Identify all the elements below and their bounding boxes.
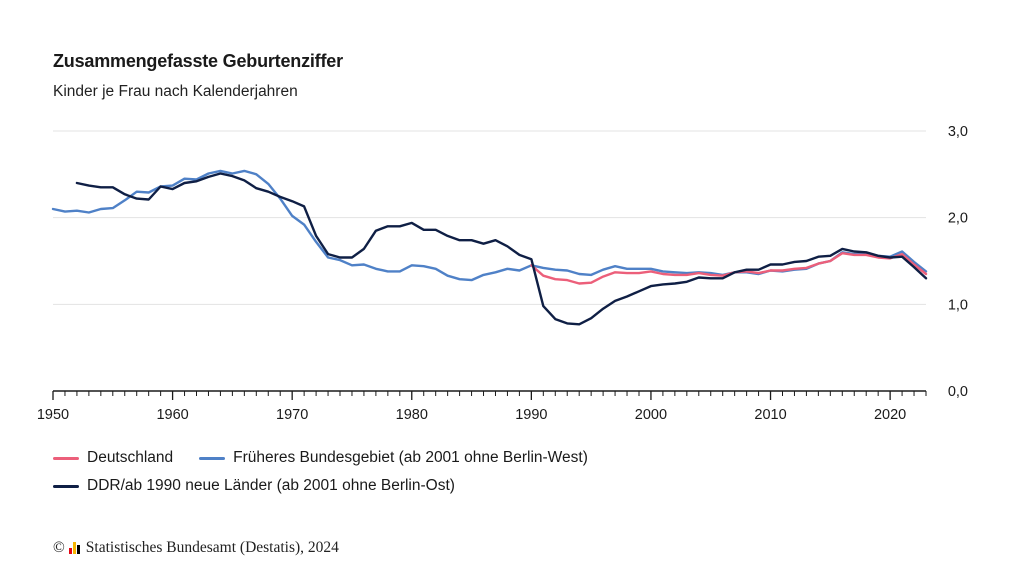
legend-swatch-ddr-neue-laender bbox=[53, 484, 79, 488]
legend-label-frueheres-bundesgebiet: Früheres Bundesgebiet (ab 2001 ohne Berl… bbox=[233, 449, 588, 466]
y-tick-label: 2,0 bbox=[948, 211, 968, 227]
x-tick-label: 1990 bbox=[515, 407, 547, 423]
x-tick-label: 1960 bbox=[156, 407, 188, 423]
destatis-logo-icon bbox=[68, 542, 81, 554]
line-chart: 0,0 1,0 2,0 3,0 1950 1960 1970 1980 1990 2000 2010… bbox=[37, 124, 968, 423]
x-tick-label: 2020 bbox=[874, 407, 906, 423]
x-tick-label: 1980 bbox=[396, 407, 428, 423]
x-tick-label: 2000 bbox=[635, 407, 667, 423]
legend-label-ddr-neue-laender: DDR/ab 1990 neue Länder (ab 2001 ohne Be… bbox=[87, 477, 455, 494]
legend-label-deutschland: Deutschland bbox=[87, 449, 174, 466]
chart-subtitle: Kinder je Frau nach Kalenderjahren bbox=[53, 83, 298, 100]
y-tick-label: 1,0 bbox=[948, 297, 968, 313]
source-text: Statistisches Bundesamt (Destatis), 2024 bbox=[85, 539, 339, 556]
x-tick-label: 1970 bbox=[276, 407, 308, 423]
series-line-frueheres-bundesgebiet bbox=[51, 169, 928, 282]
legend-item-deutschland: Deutschland bbox=[53, 449, 173, 467]
y-tick-label: 0,0 bbox=[948, 384, 968, 400]
legend-item-ddr-neue-laender: DDR/ab 1990 neue Länder (ab 2001 ohne Be… bbox=[53, 477, 455, 495]
series-line-ddr-neue-laender bbox=[75, 172, 928, 326]
copyright-symbol: © bbox=[53, 539, 65, 556]
series-line-deutschland bbox=[530, 252, 928, 285]
chart-title: Zusammengefasste Geburtenziffer bbox=[53, 51, 343, 71]
legend-item-frueheres-bundesgebiet: Früheres Bundesgebiet (ab 2001 ohne Berl… bbox=[199, 449, 588, 467]
chart-legend: Deutschland Früheres Bundesgebiet (ab 20… bbox=[53, 444, 614, 500]
legend-swatch-deutschland bbox=[53, 456, 79, 460]
x-tick-label: 1950 bbox=[37, 407, 69, 423]
source-note: © Statistisches Bundesamt (Destatis), 20… bbox=[53, 539, 339, 557]
y-tick-label: 3,0 bbox=[948, 124, 968, 140]
legend-swatch-frueheres-bundesgebiet bbox=[199, 456, 226, 460]
x-tick-label: 2010 bbox=[754, 407, 786, 423]
